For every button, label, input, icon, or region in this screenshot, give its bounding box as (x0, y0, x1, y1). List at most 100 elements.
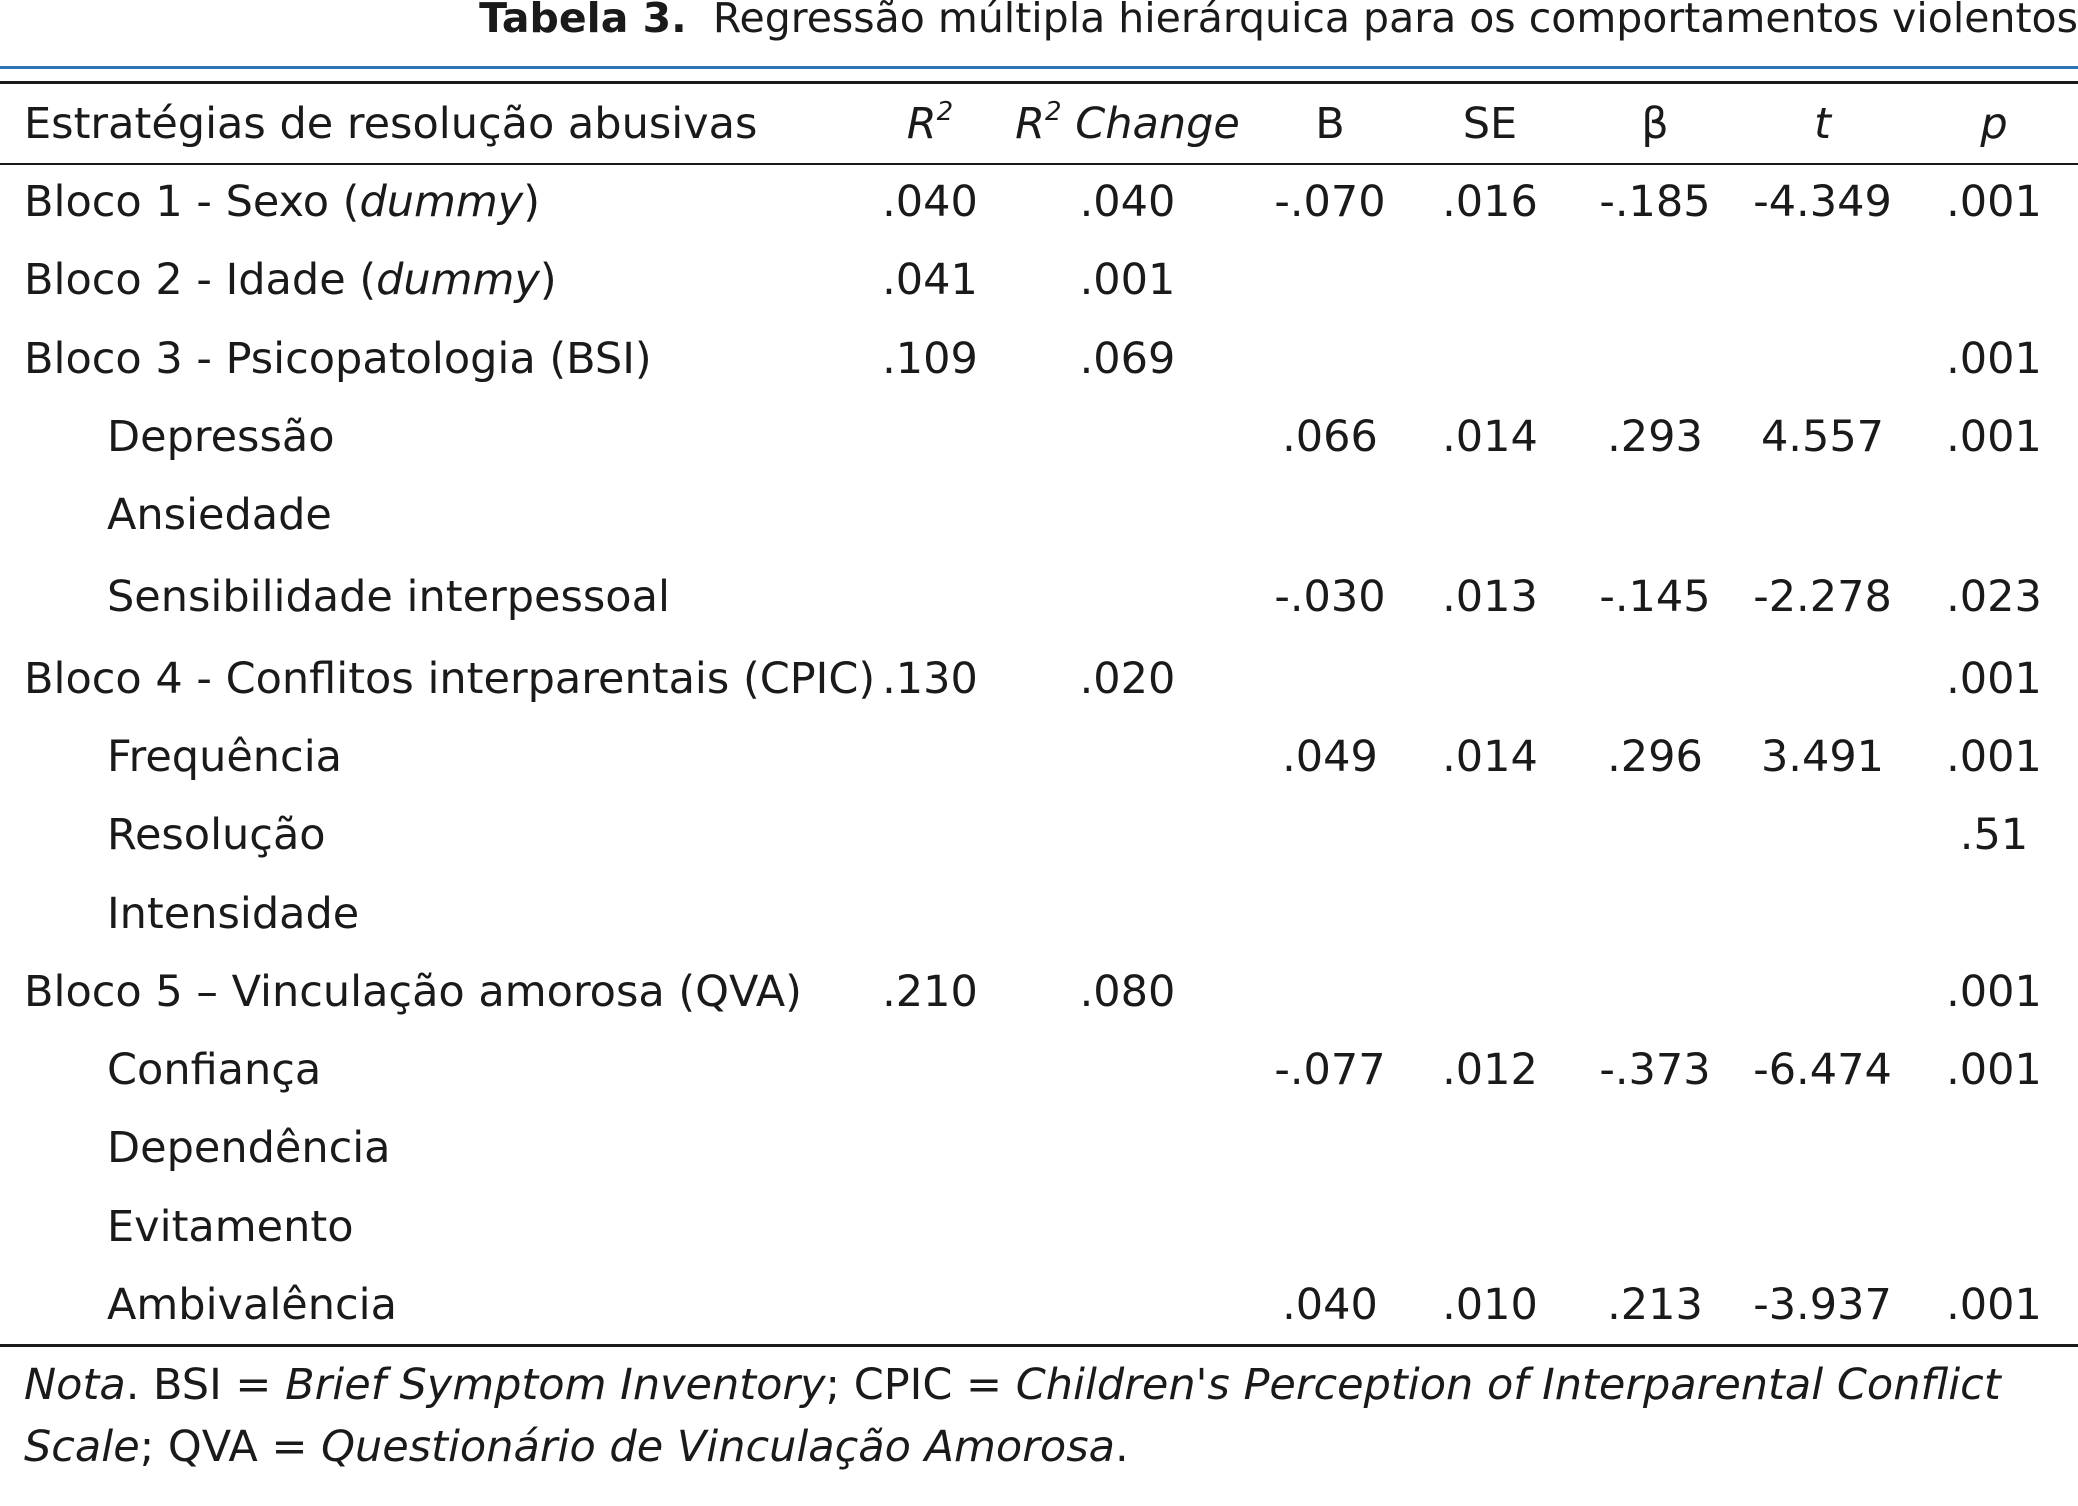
cell-se (1405, 639, 1575, 717)
row-label-italic: dummy (359, 177, 524, 228)
header-r2: R2 (860, 84, 1000, 163)
row-label: Sensibilidade interpessoal (107, 571, 670, 622)
cell-r2 (860, 1109, 1000, 1187)
cell-t: -2.278 (1753, 571, 1892, 622)
cell-b: .040 (1282, 1280, 1378, 1330)
cell-t (1735, 1188, 1910, 1266)
row-label-text: Bloco 2 - Idade ( (24, 255, 377, 306)
header-r2change-word: Change (1075, 98, 1240, 149)
cell-p: .001 (1946, 966, 2042, 1017)
regression-table: Estratégias de resolução abusivas R2 R2 … (0, 84, 2078, 1344)
cell-t: -6.474 (1753, 1045, 1892, 1096)
table-row: Frequência .049 .014 .296 3.491 .001 (0, 718, 2078, 796)
cell-se: .013 (1442, 571, 1538, 622)
cell-b (1255, 639, 1405, 717)
cell-r2-change (1000, 1109, 1255, 1187)
table-number: Tabela 3. (479, 0, 687, 42)
cell-beta: .296 (1607, 731, 1703, 782)
cell-se (1405, 953, 1575, 1031)
cell-p (1910, 476, 2078, 554)
cell-p: .001 (1946, 177, 2042, 228)
cell-b (1255, 1109, 1405, 1187)
cell-b (1255, 953, 1405, 1031)
cell-r2-change (1000, 1031, 1255, 1109)
cell-b (1255, 241, 1405, 319)
cell-t (1735, 874, 1910, 952)
cell-r2 (860, 796, 1000, 874)
row-label: Confiança (107, 1045, 322, 1096)
cell-r2-change (1000, 796, 1255, 874)
cell-beta: .213 (1607, 1280, 1703, 1330)
table-row: Confiança -.077 .012 -.373 -6.474 .001 (0, 1031, 2078, 1109)
cell-r2-change (1000, 1266, 1255, 1344)
cell-t (1735, 476, 1910, 554)
cell-beta (1575, 320, 1735, 398)
row-label: Resolução (107, 810, 326, 861)
table-row: Intensidade (0, 874, 2078, 952)
cell-beta (1575, 874, 1735, 952)
table-row: Ambivalência .040 .010 .213 -3.937 .001 (0, 1266, 2078, 1344)
cell-beta (1575, 796, 1735, 874)
cell-r2 (860, 398, 1000, 476)
row-label: Bloco 1 - Sexo (dummy) (0, 163, 860, 241)
cell-t: -3.937 (1753, 1280, 1892, 1330)
cell-p: .001 (1946, 731, 2042, 782)
cell-p: .001 (1946, 653, 2042, 704)
cell-t: 3.491 (1760, 731, 1885, 782)
cell-b (1255, 874, 1405, 952)
cell-se (1405, 1188, 1575, 1266)
cell-r2-change: .001 (1079, 255, 1176, 306)
row-label-text: Bloco 1 - Sexo ( (24, 177, 360, 228)
note-text-3: ; QVA = (139, 1422, 322, 1472)
cell-p (1910, 1109, 2078, 1187)
cell-r2 (860, 718, 1000, 796)
cell-p (1910, 241, 2078, 319)
caption-divider (0, 66, 2078, 69)
row-label-end: ) (523, 177, 541, 228)
cell-beta: -.373 (1599, 1045, 1711, 1096)
cell-p: .023 (1946, 571, 2042, 622)
cell-se (1405, 874, 1575, 952)
table-header-rule (0, 163, 2078, 165)
header-r2-change: R2 Change (1000, 84, 1255, 163)
cell-se (1405, 1109, 1575, 1187)
table-row: Bloco 2 - Idade (dummy) .041 .001 (0, 241, 2078, 319)
note-text-2: ; CPIC = (825, 1360, 1016, 1410)
cell-p: .001 (1946, 333, 2042, 384)
cell-se (1405, 796, 1575, 874)
cell-b (1255, 1188, 1405, 1266)
table-row: Bloco 1 - Sexo (dummy) .040 .040 -.070 .… (0, 163, 2078, 241)
cell-beta (1575, 241, 1735, 319)
table-note: Nota. BSI = Brief Symptom Inventory; CPI… (24, 1354, 2054, 1478)
table-row: Bloco 3 - Psicopatologia (BSI) .109 .069… (0, 320, 2078, 398)
cell-t: 4.557 (1760, 412, 1885, 463)
table-row: Bloco 5 – Vinculação amorosa (QVA) .210 … (0, 953, 2078, 1031)
cell-b (1255, 796, 1405, 874)
cell-se: .012 (1442, 1045, 1538, 1096)
cell-t (1735, 320, 1910, 398)
note-qva: Questionário de Vinculação Amorosa (321, 1422, 1115, 1472)
cell-b: -.077 (1274, 1045, 1386, 1096)
cell-t (1735, 639, 1910, 717)
cell-r2 (860, 476, 1000, 554)
cell-r2-change (1000, 398, 1255, 476)
header-r2-letter: R (906, 98, 937, 149)
row-label: Ansiedade (107, 490, 332, 541)
row-label: Bloco 4 - Conflitos interparentais (CPIC… (24, 653, 876, 704)
cell-r2-change (1000, 718, 1255, 796)
cell-r2-change: .020 (1079, 653, 1176, 704)
note-label: Nota (24, 1360, 126, 1410)
cell-se (1405, 476, 1575, 554)
header-p: p (1980, 98, 2008, 149)
row-label: Evitamento (107, 1201, 354, 1252)
cell-r2 (860, 554, 1000, 639)
cell-p: .001 (1946, 1045, 2042, 1096)
cell-beta (1575, 1188, 1735, 1266)
cell-r2: .041 (882, 255, 978, 306)
table-row: Ansiedade (0, 476, 2078, 554)
note-text-1: . BSI = (125, 1360, 286, 1410)
cell-b (1255, 476, 1405, 554)
row-label-italic: dummy (376, 255, 540, 306)
cell-beta: .293 (1607, 412, 1703, 463)
table-bottom-rule (0, 1344, 2078, 1347)
